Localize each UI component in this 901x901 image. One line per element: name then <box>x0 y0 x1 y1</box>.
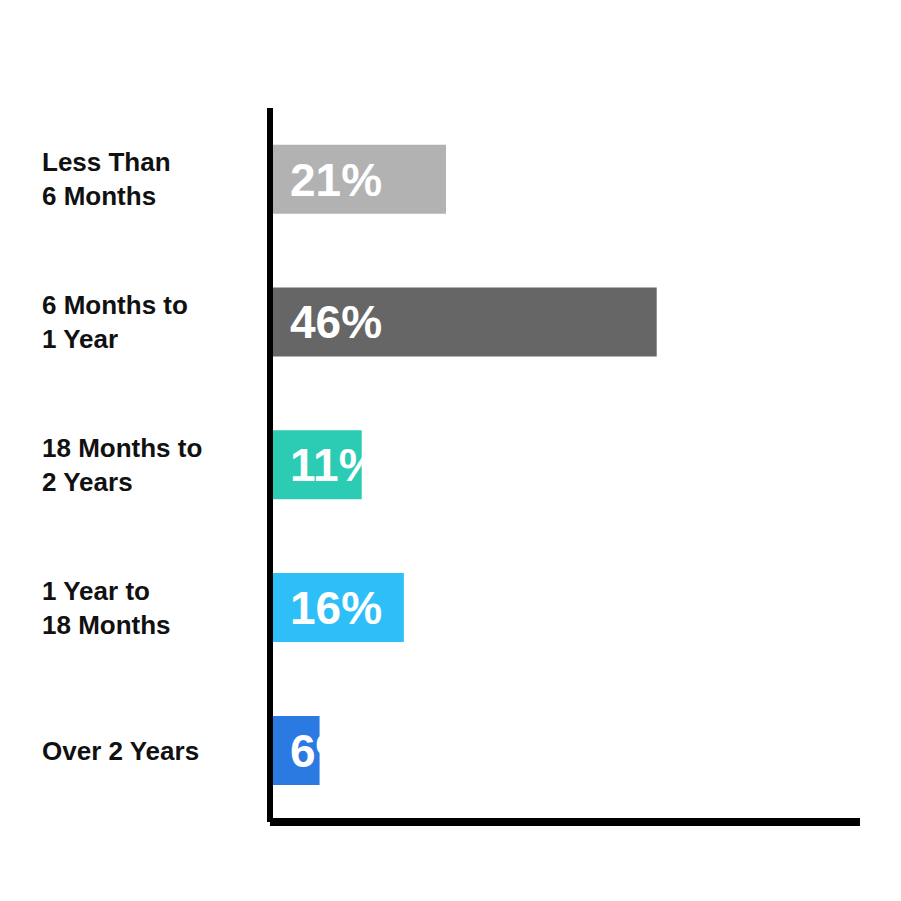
svg-text:21%: 21% <box>290 154 382 206</box>
svg-text:6%: 6% <box>290 725 356 777</box>
svg-text:18 Months to2 Years: 18 Months to2 Years <box>42 433 202 497</box>
svg-text:Over 2 Years: Over 2 Years <box>42 736 199 766</box>
svg-text:Less Than6 Months: Less Than6 Months <box>42 147 171 211</box>
svg-text:11%: 11% <box>290 439 380 491</box>
svg-text:6 Months to1 Year: 6 Months to1 Year <box>42 290 188 354</box>
svg-text:16%: 16% <box>290 582 382 634</box>
svg-text:46%: 46% <box>290 296 382 348</box>
svg-text:1 Year to18 Months: 1 Year to18 Months <box>42 576 171 640</box>
